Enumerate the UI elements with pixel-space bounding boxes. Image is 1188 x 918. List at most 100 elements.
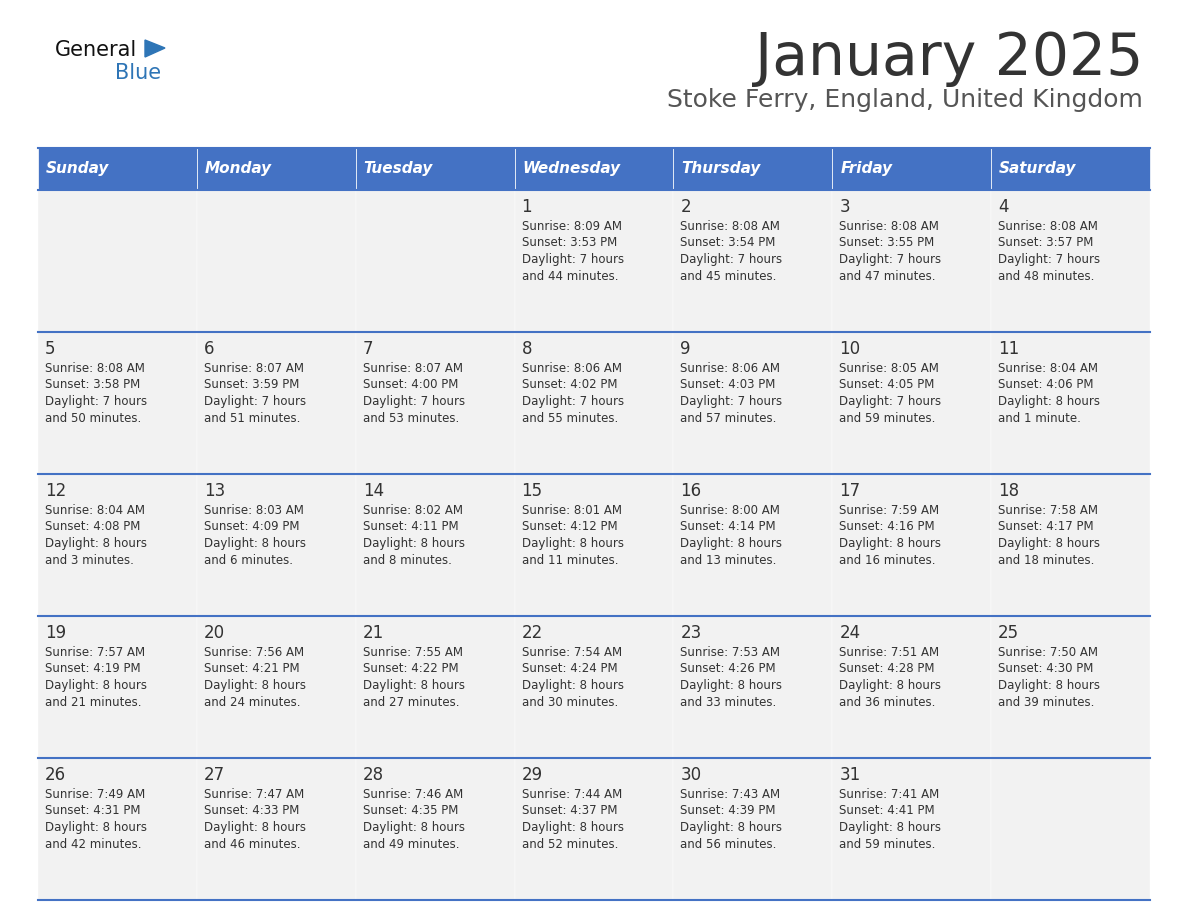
Text: Daylight: 8 hours: Daylight: 8 hours <box>839 679 941 692</box>
Text: Sunrise: 8:08 AM: Sunrise: 8:08 AM <box>45 362 145 375</box>
Text: 5: 5 <box>45 340 56 358</box>
Text: 21: 21 <box>362 624 384 642</box>
Text: 14: 14 <box>362 482 384 500</box>
Text: Tuesday: Tuesday <box>364 162 434 176</box>
Text: Sunset: 4:08 PM: Sunset: 4:08 PM <box>45 521 140 533</box>
Text: Daylight: 8 hours: Daylight: 8 hours <box>45 537 147 550</box>
Text: 20: 20 <box>204 624 225 642</box>
Text: and 30 minutes.: and 30 minutes. <box>522 696 618 709</box>
Text: Sunset: 4:41 PM: Sunset: 4:41 PM <box>839 804 935 818</box>
Text: Stoke Ferry, England, United Kingdom: Stoke Ferry, England, United Kingdom <box>668 88 1143 112</box>
Text: Sunset: 4:37 PM: Sunset: 4:37 PM <box>522 804 617 818</box>
Text: Sunrise: 7:57 AM: Sunrise: 7:57 AM <box>45 646 145 659</box>
Text: Blue: Blue <box>115 63 162 83</box>
Text: 15: 15 <box>522 482 543 500</box>
Text: Sunrise: 8:03 AM: Sunrise: 8:03 AM <box>204 504 304 517</box>
Bar <box>674 148 833 190</box>
Text: 16: 16 <box>681 482 702 500</box>
Text: 13: 13 <box>204 482 225 500</box>
Text: Daylight: 7 hours: Daylight: 7 hours <box>204 395 307 408</box>
Text: Sunset: 4:17 PM: Sunset: 4:17 PM <box>998 521 1094 533</box>
Text: Sunset: 3:57 PM: Sunset: 3:57 PM <box>998 237 1093 250</box>
Text: and 18 minutes.: and 18 minutes. <box>998 554 1094 566</box>
Bar <box>197 616 355 758</box>
Text: Sunset: 4:05 PM: Sunset: 4:05 PM <box>839 378 935 391</box>
Text: Sunrise: 8:06 AM: Sunrise: 8:06 AM <box>681 362 781 375</box>
Text: Daylight: 8 hours: Daylight: 8 hours <box>362 821 465 834</box>
Text: Sunday: Sunday <box>46 162 109 176</box>
Text: and 8 minutes.: and 8 minutes. <box>362 554 451 566</box>
Bar <box>355 332 514 474</box>
Bar <box>991 616 1150 758</box>
Bar <box>355 190 514 332</box>
Text: 10: 10 <box>839 340 860 358</box>
Text: 28: 28 <box>362 766 384 784</box>
Text: and 59 minutes.: and 59 minutes. <box>839 411 936 424</box>
Bar <box>833 190 991 332</box>
Text: 7: 7 <box>362 340 373 358</box>
Text: 1: 1 <box>522 198 532 216</box>
Text: 30: 30 <box>681 766 702 784</box>
Text: Sunrise: 7:55 AM: Sunrise: 7:55 AM <box>362 646 462 659</box>
Text: and 16 minutes.: and 16 minutes. <box>839 554 936 566</box>
Text: and 44 minutes.: and 44 minutes. <box>522 270 618 283</box>
Text: 24: 24 <box>839 624 860 642</box>
Text: and 51 minutes.: and 51 minutes. <box>204 411 301 424</box>
Text: Daylight: 8 hours: Daylight: 8 hours <box>45 821 147 834</box>
Text: Wednesday: Wednesday <box>523 162 620 176</box>
Text: 9: 9 <box>681 340 691 358</box>
Text: Sunrise: 8:06 AM: Sunrise: 8:06 AM <box>522 362 621 375</box>
Text: Sunrise: 8:08 AM: Sunrise: 8:08 AM <box>998 220 1098 233</box>
Text: Daylight: 8 hours: Daylight: 8 hours <box>204 537 305 550</box>
Text: and 55 minutes.: and 55 minutes. <box>522 411 618 424</box>
Bar <box>833 148 991 190</box>
Bar <box>514 148 674 190</box>
Text: 19: 19 <box>45 624 67 642</box>
Text: and 21 minutes.: and 21 minutes. <box>45 696 141 709</box>
Text: Sunrise: 8:05 AM: Sunrise: 8:05 AM <box>839 362 940 375</box>
Text: Sunrise: 7:50 AM: Sunrise: 7:50 AM <box>998 646 1098 659</box>
Text: 6: 6 <box>204 340 214 358</box>
Bar <box>38 190 197 332</box>
Text: and 49 minutes.: and 49 minutes. <box>362 837 460 850</box>
Text: Sunset: 4:35 PM: Sunset: 4:35 PM <box>362 804 459 818</box>
Text: Sunset: 4:26 PM: Sunset: 4:26 PM <box>681 663 776 676</box>
Bar <box>991 190 1150 332</box>
Text: and 57 minutes.: and 57 minutes. <box>681 411 777 424</box>
Bar <box>833 332 991 474</box>
Text: Daylight: 8 hours: Daylight: 8 hours <box>362 679 465 692</box>
Text: and 45 minutes.: and 45 minutes. <box>681 270 777 283</box>
Text: Daylight: 7 hours: Daylight: 7 hours <box>839 395 941 408</box>
Bar <box>38 616 197 758</box>
Bar <box>197 148 355 190</box>
Text: Daylight: 7 hours: Daylight: 7 hours <box>362 395 465 408</box>
Text: Daylight: 8 hours: Daylight: 8 hours <box>839 537 941 550</box>
Bar <box>991 474 1150 616</box>
Text: and 46 minutes.: and 46 minutes. <box>204 837 301 850</box>
Text: Sunrise: 8:08 AM: Sunrise: 8:08 AM <box>681 220 781 233</box>
Text: Sunrise: 8:02 AM: Sunrise: 8:02 AM <box>362 504 462 517</box>
Text: Daylight: 7 hours: Daylight: 7 hours <box>522 253 624 266</box>
Bar <box>833 474 991 616</box>
Text: and 3 minutes.: and 3 minutes. <box>45 554 134 566</box>
Bar <box>833 758 991 900</box>
Text: Daylight: 8 hours: Daylight: 8 hours <box>998 537 1100 550</box>
Bar <box>355 474 514 616</box>
Text: and 42 minutes.: and 42 minutes. <box>45 837 141 850</box>
Bar <box>355 758 514 900</box>
Text: and 24 minutes.: and 24 minutes. <box>204 696 301 709</box>
Text: Sunrise: 7:47 AM: Sunrise: 7:47 AM <box>204 788 304 801</box>
Text: 17: 17 <box>839 482 860 500</box>
Text: Sunrise: 7:49 AM: Sunrise: 7:49 AM <box>45 788 145 801</box>
Text: Sunset: 3:55 PM: Sunset: 3:55 PM <box>839 237 935 250</box>
Text: 29: 29 <box>522 766 543 784</box>
Text: Sunrise: 7:44 AM: Sunrise: 7:44 AM <box>522 788 621 801</box>
Text: Daylight: 8 hours: Daylight: 8 hours <box>998 679 1100 692</box>
Bar <box>514 758 674 900</box>
Text: Daylight: 7 hours: Daylight: 7 hours <box>681 253 783 266</box>
Text: Friday: Friday <box>840 162 892 176</box>
Text: 25: 25 <box>998 624 1019 642</box>
Text: Sunrise: 7:56 AM: Sunrise: 7:56 AM <box>204 646 304 659</box>
Text: 4: 4 <box>998 198 1009 216</box>
Bar <box>991 332 1150 474</box>
